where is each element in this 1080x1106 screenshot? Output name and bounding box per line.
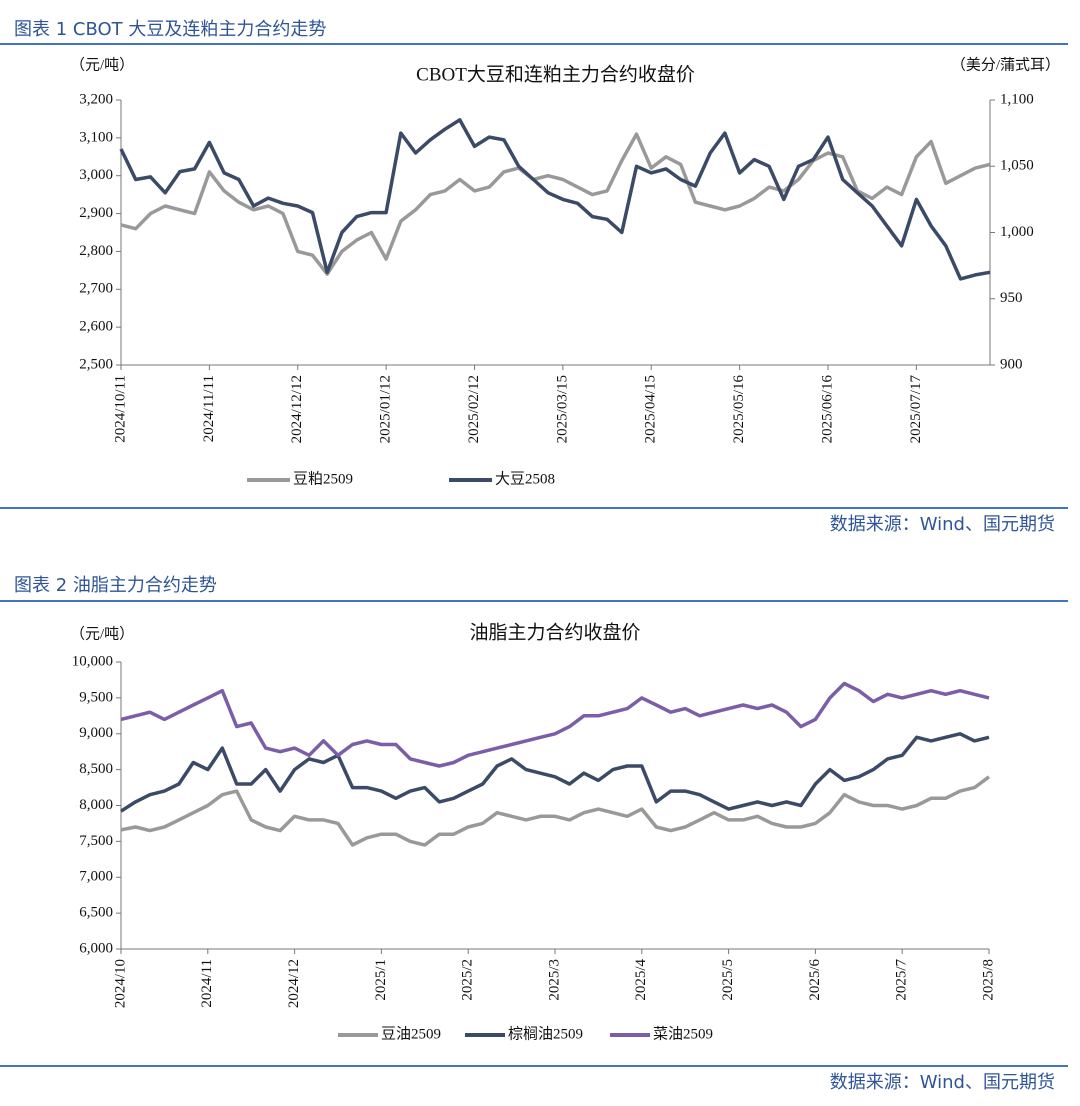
y-tick-label: 9,000: [79, 725, 113, 741]
legend-label: 豆粕2509: [293, 470, 353, 487]
y2-tick-label: 950: [1000, 290, 1023, 306]
y2-tick-label: 900: [1000, 356, 1023, 372]
x-tick-label: 2025/8: [980, 959, 996, 1001]
x-tick-label: 2024/10: [112, 959, 128, 1008]
x-tick-label: 2025/03/15: [554, 375, 570, 443]
figure-caption: 图表 2 油脂主力合约走势: [14, 575, 217, 596]
legend-label: 大豆2508: [495, 470, 555, 487]
legend-label: 菜油2509: [653, 1025, 713, 1042]
figure-caption: 图表 1 CBOT 大豆及连粕主力合约走势: [14, 19, 326, 40]
y2-tick-label: 1,100: [1000, 91, 1034, 107]
x-tick-label: 2024/11/11: [201, 375, 217, 442]
y-tick-label: 2,900: [79, 205, 113, 221]
series-line: [120, 775, 991, 847]
y-tick-label: 10,000: [72, 653, 113, 669]
y-tick-label: 9,500: [79, 689, 113, 705]
x-tick-label: 2024/10/11: [112, 375, 128, 443]
y-tick-label: 2,500: [79, 356, 113, 372]
series-line: [120, 732, 990, 813]
x-tick-label: 2025/01/12: [378, 375, 394, 443]
y-tick-label: 8,500: [79, 761, 113, 777]
x-tick-label: 2025/5: [720, 959, 736, 1001]
legend-label: 棕榈油2509: [508, 1025, 583, 1042]
y-tick-label: 2,700: [79, 281, 113, 297]
y2-axis-label: （美分/蒲式耳）: [951, 56, 1060, 73]
y-tick-label: 6,500: [79, 905, 113, 921]
source-note: 数据来源：Wind、国元期货: [830, 514, 1055, 535]
x-tick-label: 2025/05/16: [731, 375, 747, 444]
x-tick-label: 2024/11: [199, 959, 215, 1008]
x-tick-label: 2024/12: [286, 959, 302, 1008]
y-tick-label: 2,600: [79, 319, 113, 335]
chart-title: CBOT大豆和连粕主力合约收盘价: [416, 63, 695, 85]
y-axis-label: （元/吨）: [70, 625, 134, 642]
y-tick-label: 2,800: [79, 243, 113, 259]
x-tick-label: 2025/06/16: [819, 375, 835, 444]
x-tick-label: 2025/04/15: [643, 375, 659, 443]
chart-title: 油脂主力合约收盘价: [469, 621, 640, 643]
x-tick-label: 2025/6: [807, 959, 823, 1001]
series-line: [120, 132, 991, 276]
x-tick-label: 2025/1: [373, 959, 389, 1001]
y-tick-label: 7,500: [79, 833, 113, 849]
y-tick-label: 3,000: [79, 167, 113, 183]
y2-tick-label: 1,000: [1000, 224, 1034, 240]
y2-tick-label: 1,050: [1000, 158, 1034, 174]
x-tick-label: 2025/3: [546, 959, 562, 1001]
legend-label: 豆油2509: [381, 1025, 441, 1042]
series-line: [120, 681, 990, 768]
y-tick-label: 3,100: [79, 129, 113, 145]
x-tick-label: 2025/4: [633, 959, 649, 1001]
source-note: 数据来源：Wind、国元期货: [830, 1072, 1055, 1093]
y-tick-label: 3,200: [79, 91, 113, 107]
x-tick-label: 2025/7: [894, 959, 910, 1001]
x-tick-label: 2025/02/12: [466, 375, 482, 443]
x-tick-label: 2025/2: [460, 959, 476, 1001]
series-line: [119, 118, 991, 281]
y-tick-label: 8,000: [79, 797, 113, 813]
x-tick-label: 2024/12/12: [289, 375, 305, 443]
y-tick-label: 6,000: [79, 940, 113, 956]
x-tick-label: 2025/07/17: [908, 375, 924, 444]
y-tick-label: 7,000: [79, 869, 113, 885]
y-axis-label: （元/吨）: [70, 56, 134, 73]
